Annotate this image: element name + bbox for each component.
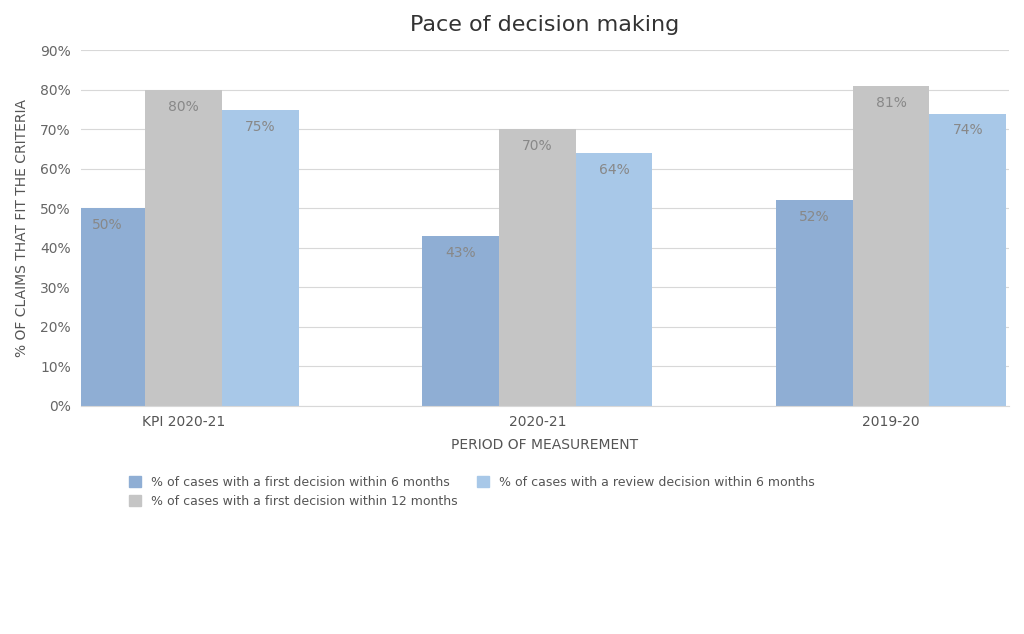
Bar [499, 129, 575, 406]
Y-axis label: % OF CLAIMS THAT FIT THE CRITERIA: % OF CLAIMS THAT FIT THE CRITERIA [15, 99, 29, 357]
Text: 75%: 75% [245, 119, 275, 134]
Bar [575, 153, 652, 406]
X-axis label: PERIOD OF MEASUREMENT: PERIOD OF MEASUREMENT [452, 437, 638, 451]
Text: 43%: 43% [445, 246, 476, 260]
Bar [222, 110, 299, 406]
Bar [69, 209, 145, 406]
Bar [145, 90, 222, 406]
Text: 80%: 80% [168, 100, 199, 113]
Legend: % of cases with a first decision within 6 months, % of cases with a first decisi: % of cases with a first decision within … [124, 471, 820, 513]
Bar [930, 113, 1006, 406]
Bar [423, 236, 499, 406]
Text: 74%: 74% [952, 124, 983, 138]
Bar [853, 86, 930, 406]
Text: 50%: 50% [92, 218, 123, 232]
Title: Pace of decision making: Pace of decision making [411, 15, 679, 35]
Bar [776, 200, 853, 406]
Text: 81%: 81% [876, 96, 906, 110]
Text: 70%: 70% [522, 139, 553, 153]
Text: 64%: 64% [599, 163, 630, 177]
Text: 52%: 52% [799, 210, 829, 224]
